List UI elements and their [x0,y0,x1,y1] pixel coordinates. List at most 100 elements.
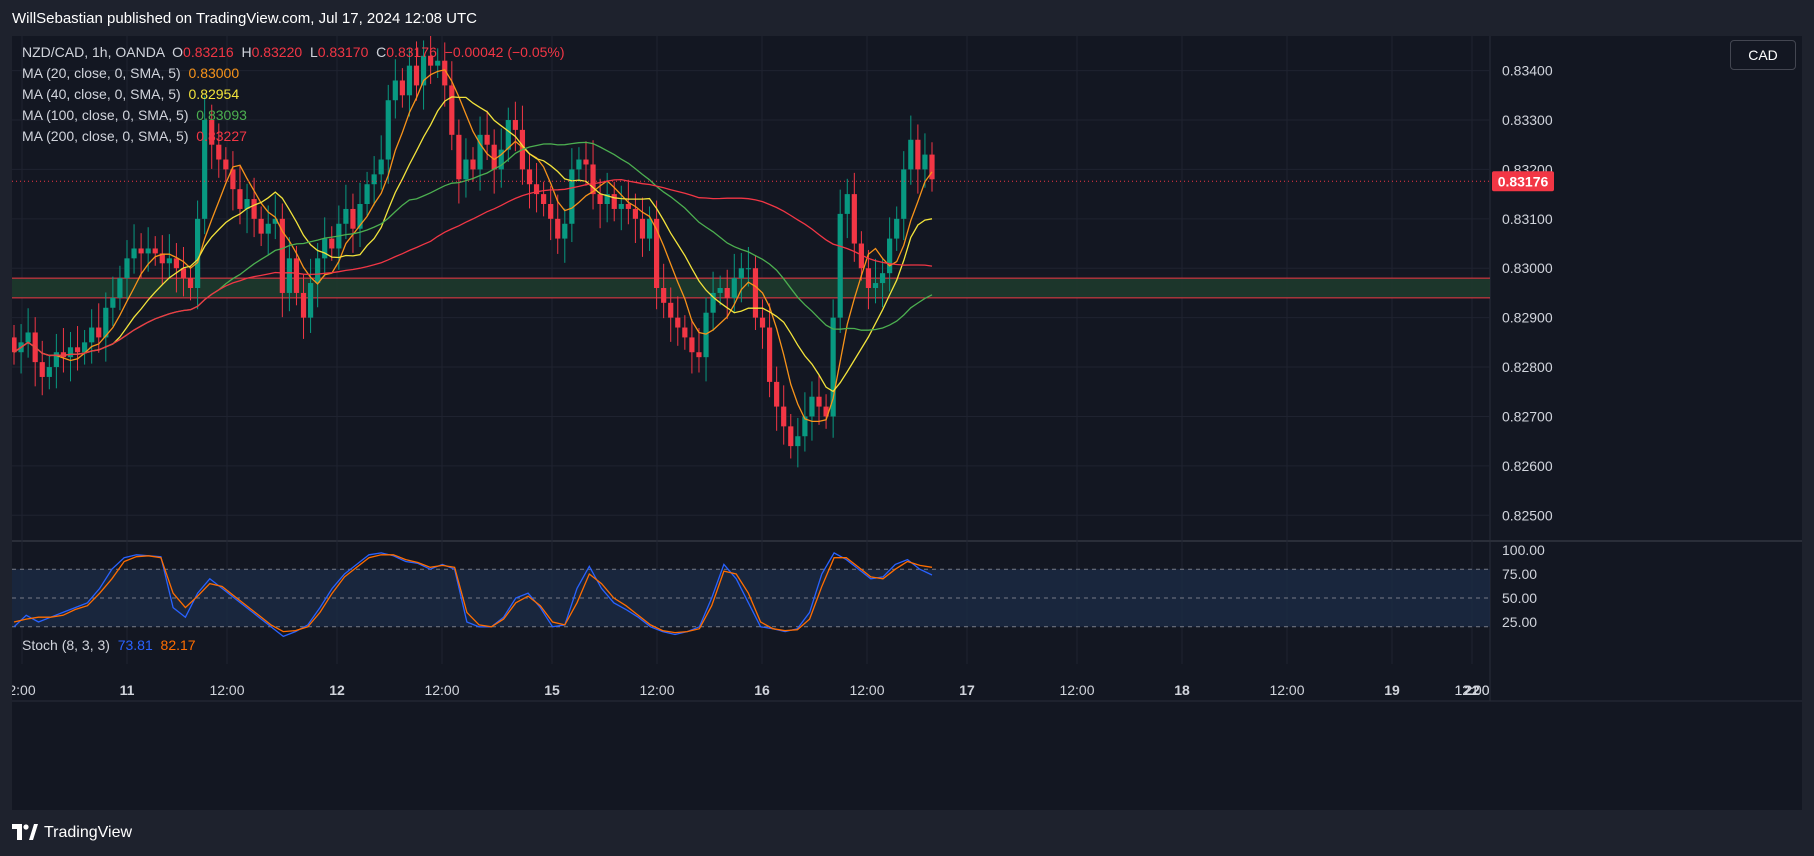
currency-button[interactable]: CAD [1730,40,1796,70]
candle-body [604,194,610,204]
stoch-legend[interactable]: Stoch (8, 3, 3) 73.81 82.17 [22,637,196,653]
candle-body [533,184,540,195]
price-tick-label: 0.82600 [1502,458,1553,474]
candle-body [237,189,243,209]
candle-body [548,204,554,219]
candle-body [392,80,398,101]
candle-body [265,223,271,234]
stoch-tick-label: 75.00 [1502,566,1537,582]
ma-row-200[interactable]: MA (200, close, 0, SMA, 5) 0.83227 [22,126,565,147]
time-tick-label: 22 [1464,682,1480,698]
candle-body [378,159,384,175]
price-tick-label: 0.83000 [1502,260,1553,276]
time-tick-label: 12:00 [1269,682,1304,698]
candle-body [223,159,229,170]
time-tick-label: 17 [959,682,975,698]
ma200-line [13,178,933,357]
candle-body [286,258,292,293]
high-value: 0.83220 [251,44,303,60]
time-tick-label: 15 [544,682,560,698]
symbol-label[interactable]: NZD/CAD, 1h, OANDA [22,44,165,60]
candle-body [428,55,434,66]
stoch-tick-label: 100.00 [1502,542,1545,558]
time-tick-label: 11 [120,682,135,698]
price-tick-label: 0.83100 [1502,211,1553,227]
candle-body [67,347,74,358]
candle-body [625,204,631,209]
candle-body [795,436,801,447]
brand-name: TradingView [44,824,133,841]
candle-body [364,184,370,204]
candle-body [710,292,716,313]
time-tick-label: 16 [754,682,770,698]
candle-body [738,268,744,279]
tradingview-brand[interactable]: TradingView [12,824,132,842]
candle-body [788,426,794,447]
ma40-value: 0.82954 [188,86,240,102]
candle-body [661,288,667,303]
candle-body [526,169,533,185]
candle-body [329,238,335,249]
candle-body [131,248,137,259]
time-tick-label: 2:00 [12,682,36,698]
last-price-badge [1492,171,1554,192]
candle-body [74,347,81,353]
candle-body [166,258,172,264]
candle-body [103,307,109,338]
candle-body [823,406,829,417]
close-label: C [376,44,387,60]
candle-body [46,367,52,377]
candle-body [279,218,285,293]
candle-body [675,317,681,328]
candle-body [491,144,497,170]
candle-body [908,139,914,170]
candle-body [555,218,561,239]
candle-body [618,204,624,209]
candle-body [322,238,328,259]
candle-body [851,194,857,244]
high-label: H [241,44,252,60]
chart-svg[interactable]: 0.834000.833000.832000.831000.830000.829… [12,36,1802,810]
candle-body [802,416,808,437]
candle-body [562,223,568,239]
candle-body [110,297,116,308]
candle-body [307,283,314,318]
candle-body [816,396,822,407]
candle-body [703,312,709,358]
time-tick-label: 12:00 [1059,682,1094,698]
time-tick-label: 12:00 [1454,682,1489,698]
candle-body [654,218,660,288]
candle-body [611,194,617,209]
price-tick-label: 0.83400 [1502,63,1553,79]
candle-body [894,218,900,239]
ma-row-40[interactable]: MA (40, close, 0, SMA, 5) 0.82954 [22,84,565,105]
candle-body [25,332,31,343]
candle-body [216,144,222,160]
candle-body [202,120,208,219]
candle-body [505,120,511,150]
candle-body [251,199,257,219]
candle-body [830,317,836,417]
time-tick-label: 12 [329,682,345,698]
ma-row-20[interactable]: MA (20, close, 0, SMA, 5) 0.83000 [22,63,565,84]
price-tick-label: 0.82700 [1502,408,1553,424]
candle-body [413,65,420,86]
candle-body [922,154,928,170]
candle-body [96,327,102,338]
ma20-label: MA (20, close, 0, SMA, 5) [22,65,181,81]
candle-body [357,204,363,229]
candle-body [632,208,639,219]
published-text: WillSebastian published on TradingView.c… [12,10,477,27]
candle-body [858,243,864,269]
stoch-tick-label: 50.00 [1502,590,1537,606]
candle-body [230,169,236,190]
bottom-bar: TradingView [0,810,1814,856]
candle-body [385,100,391,160]
candle-body [590,164,596,195]
candle-body [470,159,476,170]
candle-body [541,194,547,204]
close-value: 0.83176 [386,44,437,60]
ma-row-100[interactable]: MA (100, close, 0, SMA, 5) 0.83093 [22,105,565,126]
candle-body [350,208,356,229]
chart-area[interactable]: 0.83400 0.83300 0.83200 0.83100 0.83000 0.829… [12,36,1802,810]
